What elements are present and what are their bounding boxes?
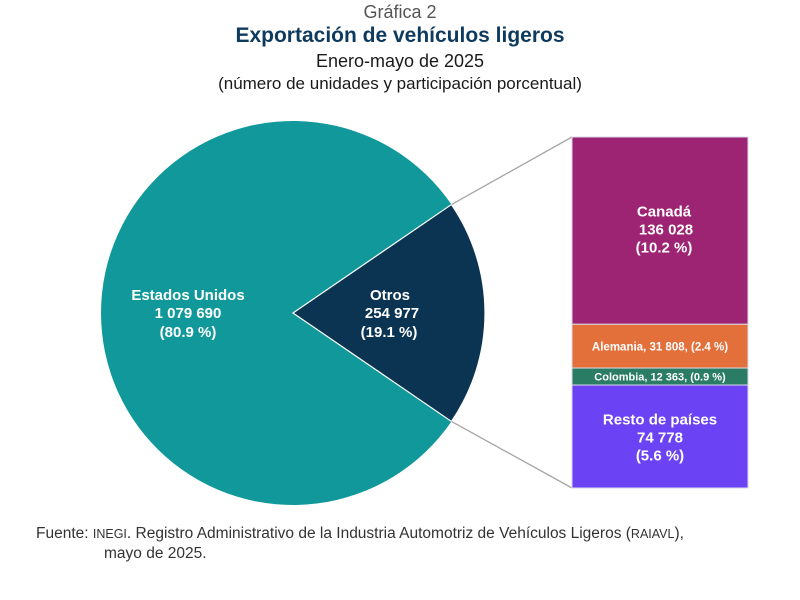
source-text1: . Registro Administrativo de la Industri… [126, 525, 631, 542]
pie-slice-otros [291, 203, 486, 423]
source-org: INEGI [92, 527, 127, 541]
label-canada-percent: (10.2 %) [636, 240, 693, 257]
source-text2: ), [674, 525, 684, 542]
connector-line-bottom [451, 420, 573, 489]
source-prefix: Fuente: [36, 525, 93, 542]
chart-units: (número de unidades y participación porc… [218, 74, 582, 93]
label-canada-value: 136 028 [639, 222, 693, 239]
label-resto-percent: (5.6 %) [636, 448, 684, 465]
breakdown-bar [571, 136, 749, 489]
bar-segment-canadá [571, 136, 749, 325]
connector-line-top [451, 136, 573, 206]
label-resto-value: 74 778 [637, 430, 683, 447]
label-estados-unidos-name: Estados Unidos [131, 287, 244, 304]
label-colombia: Colombia, 12 363, (0.9 %) [594, 372, 726, 384]
label-canada-name: Canadá [637, 204, 692, 221]
source-abbr: RAIAVL [630, 527, 675, 541]
chart-pretitle: Gráfica 2 [363, 2, 437, 22]
label-otros-percent: (19.1 %) [361, 324, 418, 341]
bar-segment-alemania [571, 323, 749, 369]
bar-segment-resto-de-países [571, 384, 749, 489]
pie-slice-estados-unidos [101, 121, 452, 506]
pie [101, 121, 486, 506]
label-estados-unidos-percent: (80.9 %) [160, 324, 217, 341]
connectors [451, 136, 573, 489]
label-estados-unidos-value: 1 079 690 [155, 305, 222, 322]
source-line2: mayo de 2025. [104, 545, 207, 562]
chart-title: Exportación de vehículos ligeros [235, 24, 565, 47]
label-otros-name: Otros [370, 287, 410, 304]
label-resto-name: Resto de países [603, 412, 717, 429]
chart-header: Gráfica 2 Exportación de vehículos liger… [0, 0, 800, 95]
source-note: Fuente: INEGI. Registro Administrativo d… [36, 524, 776, 564]
label-alemania: Alemania, 31 808, (2.4 %) [592, 342, 728, 354]
chart-subtitle: Enero-mayo de 2025 [315, 51, 485, 71]
label-otros-value: 254 977 [365, 305, 419, 322]
